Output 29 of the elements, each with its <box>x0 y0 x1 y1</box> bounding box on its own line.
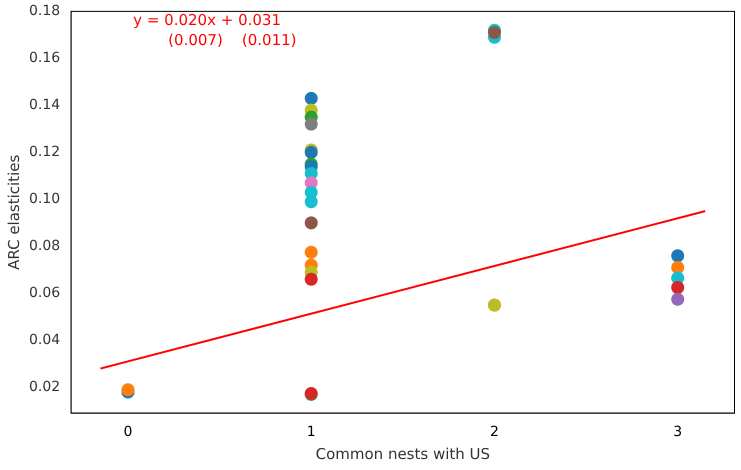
y-tick-label: 0.02 <box>29 378 60 395</box>
annotation: y = 0.020x + 0.031 <box>133 10 282 29</box>
point <box>671 292 684 306</box>
x-tick-label: 3 <box>673 424 682 440</box>
y-tick-label: 0.18 <box>29 3 60 20</box>
x-axis-title: Common nests with US <box>316 444 490 463</box>
y-tick-label: 0.06 <box>29 285 60 302</box>
y-tick-label: 0.14 <box>29 97 60 114</box>
point <box>304 195 318 208</box>
x-tick-label: 2 <box>490 424 499 440</box>
point <box>304 216 318 230</box>
point <box>304 272 318 286</box>
point <box>304 92 318 105</box>
x-tick-label: 1 <box>306 424 316 440</box>
point <box>121 383 134 396</box>
y-axis-title: ARC elasticities <box>4 154 23 270</box>
point <box>304 246 318 259</box>
x-tick-label: 0 <box>124 424 132 440</box>
point <box>671 261 684 274</box>
point <box>304 118 318 131</box>
point <box>488 26 501 40</box>
annotation: (0.007) (0.011) <box>168 30 297 49</box>
y-tick-label: 0.12 <box>29 144 60 160</box>
y-tick-label: 0.16 <box>29 50 60 66</box>
point <box>671 280 684 294</box>
y-tick-label: 0.04 <box>29 332 60 348</box>
y-tick-label: 0.10 <box>29 191 60 208</box>
point <box>671 249 684 262</box>
y-tick-label: 0.08 <box>29 238 60 254</box>
